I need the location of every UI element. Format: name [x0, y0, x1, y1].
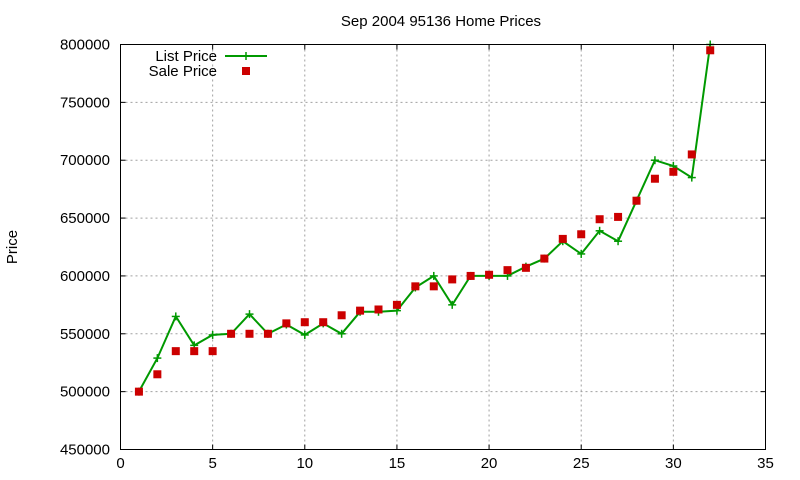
y-tick-label: 500000 [60, 384, 110, 401]
x-tick-label: 35 [757, 455, 774, 472]
x-tick-label: 20 [481, 455, 498, 472]
sale-price-point [282, 319, 291, 328]
sale-price-point [485, 270, 494, 279]
sale-price-point [669, 167, 678, 176]
sale-price-point [300, 318, 309, 327]
y-tick-label: 650000 [60, 210, 110, 227]
sale-price-point [503, 266, 512, 275]
legend-marker-list-price [242, 52, 250, 60]
legend-label-sale-price: Sale Price [149, 63, 217, 80]
y-tick-label: 750000 [60, 94, 110, 111]
sale-price-point [466, 271, 475, 280]
sale-price-point [558, 234, 567, 243]
list-price-point [429, 271, 438, 280]
sale-price-point [392, 300, 401, 309]
legend-label-list-price: List Price [155, 48, 217, 65]
series-layer [134, 40, 715, 396]
plot-frame [120, 44, 766, 450]
legend-swatch-sale-price [242, 67, 250, 75]
x-tick-label: 25 [573, 455, 590, 472]
x-tick-label: 0 [116, 455, 124, 472]
list-price-point [153, 354, 162, 363]
sale-price-point [319, 318, 328, 327]
list-price-point [171, 312, 180, 321]
sale-price-point [227, 329, 236, 338]
sale-price-point [577, 230, 586, 239]
y-axis-label: Price [4, 230, 21, 264]
x-tick-label: 5 [208, 455, 216, 472]
sale-price-point [595, 215, 604, 224]
x-tick-label: 15 [389, 455, 406, 472]
sale-price-point [245, 329, 254, 338]
sale-price-point [374, 305, 383, 314]
sale-price-point [356, 306, 365, 315]
sale-price-point [171, 347, 180, 356]
sale-price-point [208, 347, 217, 356]
sale-price-point [448, 275, 457, 284]
list-price-line [138, 44, 712, 393]
sale-price-point [337, 311, 346, 320]
y-tick-label: 600000 [60, 268, 110, 285]
sale-price-point [411, 282, 420, 291]
sale-price-point [687, 150, 696, 159]
list-price-point [245, 310, 254, 319]
list-price-point [650, 156, 659, 165]
grid [120, 44, 766, 450]
y-tick-label: 450000 [60, 442, 110, 459]
sale-price-point [429, 282, 438, 291]
sale-price-point [650, 174, 659, 183]
sale-price-point [134, 387, 143, 396]
list-price-point [614, 237, 623, 246]
sale-price-point [263, 329, 272, 338]
list-price-point [337, 329, 346, 338]
axis-ticks: 0 5 10 15 20 25 30 35 450000 500000 550000 600000 65… [60, 37, 774, 473]
x-tick-label: 10 [296, 455, 313, 472]
sale-price-point [540, 254, 549, 263]
x-tick-label: 30 [665, 455, 682, 472]
y-tick-label: 550000 [60, 326, 110, 343]
chart-title: Sep 2004 95136 Home Prices [341, 13, 541, 30]
list-price-point [595, 226, 604, 235]
list-price-point [577, 249, 586, 258]
list-price-point [300, 330, 309, 339]
sale-price-point [153, 370, 162, 379]
list-price-point [687, 173, 696, 182]
list-price-point [208, 330, 217, 339]
sale-price-point [521, 263, 530, 272]
sale-price-point [614, 212, 623, 221]
sale-price-point [632, 196, 641, 205]
sale-price-point [706, 46, 715, 55]
legend: List Price Sale Price [149, 48, 267, 80]
sale-price-point [190, 347, 199, 356]
y-tick-label: 800000 [60, 37, 110, 54]
list-price-point [448, 300, 457, 309]
y-tick-label: 700000 [60, 152, 110, 169]
